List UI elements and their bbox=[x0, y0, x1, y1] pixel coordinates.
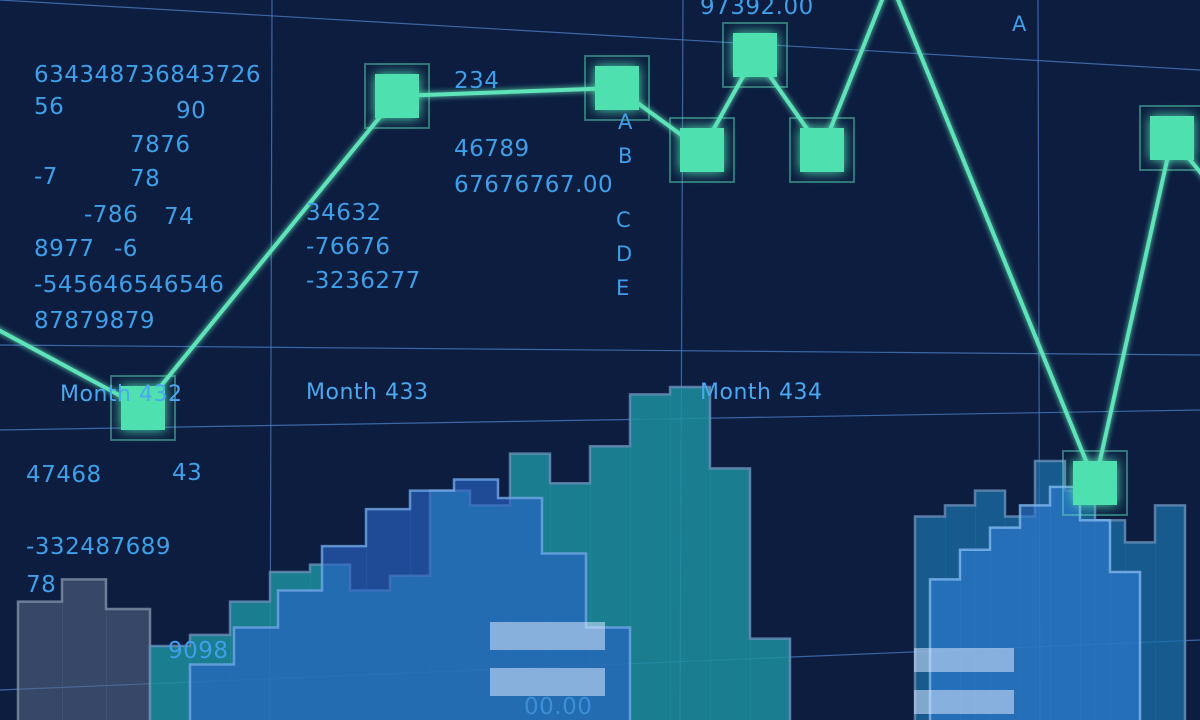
histogram-bar bbox=[1080, 520, 1111, 720]
x-tick-label: Month 432 bbox=[60, 382, 183, 407]
histogram-bar bbox=[18, 601, 63, 720]
data-number: 43 bbox=[172, 460, 203, 486]
histogram-bar bbox=[234, 627, 279, 720]
data-number: -332487689 bbox=[26, 534, 171, 560]
square-marker bbox=[669, 117, 735, 183]
data-number: -76676 bbox=[306, 234, 391, 260]
histogram-bar bbox=[990, 527, 1021, 720]
data-number: 87879879 bbox=[34, 308, 156, 334]
highlight-band bbox=[490, 668, 605, 696]
data-number: 46789 bbox=[454, 136, 530, 162]
highlight-band bbox=[914, 648, 1014, 672]
histogram-bars bbox=[16, 385, 1187, 720]
histogram-bar bbox=[190, 664, 235, 720]
histogram-bar bbox=[322, 546, 367, 720]
histogram-bar bbox=[1050, 486, 1081, 720]
histogram-outline bbox=[188, 478, 632, 720]
x-tick-label: Month 433 bbox=[306, 380, 429, 405]
legend-letter: C bbox=[616, 208, 632, 232]
data-number: 74 bbox=[164, 204, 195, 230]
data-number: 90 bbox=[176, 98, 207, 124]
highlight-band bbox=[914, 690, 1014, 714]
legend-letter: D bbox=[616, 242, 633, 266]
data-number: -786 bbox=[84, 202, 139, 228]
data-number: 234 bbox=[454, 68, 500, 94]
data-number: 97392.00 bbox=[700, 0, 814, 20]
data-number: 7876 bbox=[130, 132, 191, 158]
histogram-bar bbox=[630, 394, 671, 720]
square-marker bbox=[722, 22, 788, 88]
x-tick-label: Month 434 bbox=[700, 380, 823, 405]
data-number: 78 bbox=[26, 572, 57, 598]
line-markers bbox=[110, 22, 1200, 516]
square-marker bbox=[364, 63, 430, 129]
histogram-bar bbox=[1110, 572, 1141, 720]
data-number: 78 bbox=[130, 166, 161, 192]
square-marker bbox=[110, 375, 176, 441]
square-marker bbox=[1062, 450, 1128, 516]
histogram-bar bbox=[710, 468, 751, 720]
data-number: -545646546546 bbox=[34, 272, 225, 298]
histogram-bar bbox=[1155, 505, 1186, 720]
legend-letter: A bbox=[1012, 12, 1027, 36]
histogram-bar bbox=[106, 609, 151, 720]
histogram-outline bbox=[913, 459, 1187, 720]
data-number: 9098 bbox=[168, 638, 229, 664]
histogram-bar bbox=[62, 579, 107, 720]
legend-letter: E bbox=[616, 276, 630, 300]
grid-line bbox=[0, 344, 1200, 356]
grid-line bbox=[0, 409, 1200, 431]
histogram-bar bbox=[366, 509, 411, 720]
square-marker bbox=[789, 117, 855, 183]
histogram-bar bbox=[1020, 505, 1051, 720]
data-number: 67676767.00 bbox=[454, 172, 614, 198]
square-marker bbox=[1139, 105, 1200, 171]
data-number: 00.00 bbox=[524, 694, 593, 720]
histogram-bar bbox=[278, 590, 323, 720]
histogram-bar bbox=[410, 490, 455, 720]
grid-line bbox=[0, 0, 1200, 71]
histogram-outline bbox=[16, 578, 152, 720]
data-number: 34632 bbox=[306, 200, 382, 226]
square-marker bbox=[584, 55, 650, 121]
data-number: -3236277 bbox=[306, 268, 421, 294]
histogram-outline bbox=[928, 485, 1142, 720]
data-number: 47468 bbox=[26, 462, 102, 488]
data-number: -7 bbox=[34, 164, 58, 190]
legend-letter: B bbox=[618, 144, 633, 168]
legend-letter: A bbox=[618, 110, 633, 134]
histogram-bar bbox=[150, 646, 191, 720]
data-number: 634348736843726 bbox=[34, 62, 261, 88]
histogram-bar bbox=[670, 387, 711, 720]
highlight-band bbox=[490, 622, 605, 650]
histogram-bar bbox=[750, 638, 791, 720]
data-number: -6 bbox=[114, 236, 138, 262]
data-number: 56 bbox=[34, 94, 65, 120]
data-number: 8977 bbox=[34, 236, 95, 262]
